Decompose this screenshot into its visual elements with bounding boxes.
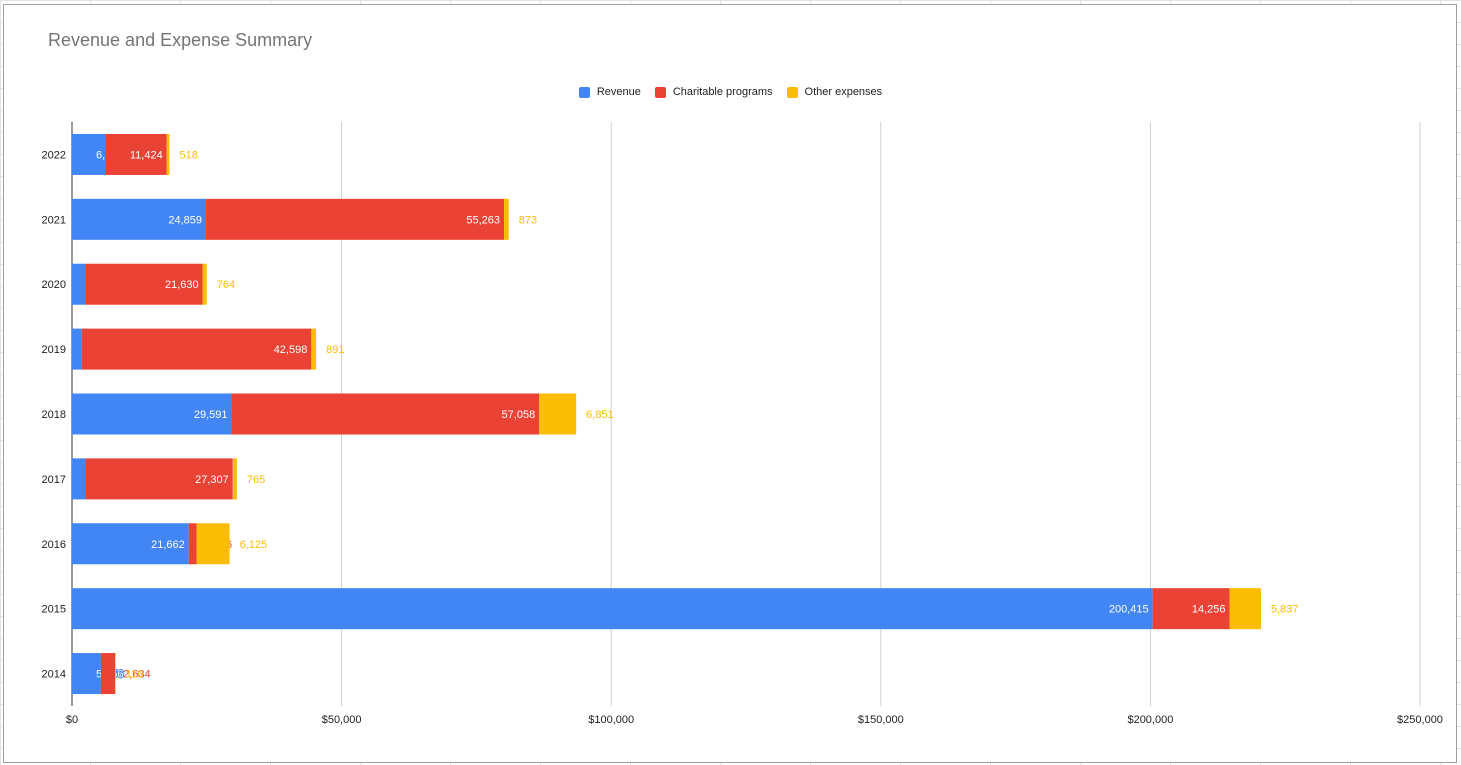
legend-item-revenue[interactable]: Revenue [578,86,641,98]
bar-charitable-programs[interactable] [85,458,233,500]
legend-item-other-expenses[interactable]: Other expenses [786,86,883,98]
bar-charitable-programs[interactable] [231,393,540,435]
bar-charitable-programs[interactable] [81,328,312,370]
bar-revenue[interactable] [72,328,82,370]
bar-other-expenses[interactable] [311,328,317,370]
y-category-label: 2016 [42,539,66,551]
bar-revenue[interactable] [72,133,106,175]
bar-revenue[interactable] [72,588,1153,630]
legend-item-charitable-programs[interactable]: Charitable programs [654,86,773,98]
bar-revenue[interactable] [72,198,207,240]
legend-swatch-revenue [578,86,590,98]
bar-revenue[interactable] [72,523,189,565]
bar-charitable-programs[interactable] [206,198,505,240]
data-label-revenue: 200,415 [1109,604,1149,616]
y-category-label: 2021 [42,214,66,226]
bar-other-expenses[interactable] [166,133,170,175]
bar-other-expenses[interactable] [202,263,207,305]
y-category-label: 2015 [42,604,66,616]
bar-revenue[interactable] [72,653,101,695]
y-category-label: 2014 [42,669,66,681]
data-label-other-expenses: 6,851 [586,409,614,421]
bar-charitable-programs[interactable] [100,653,116,695]
x-tick-label: $150,000 [858,714,904,726]
legend-label-charitable-programs: Charitable programs [672,86,773,98]
bar-charitable-programs[interactable] [1152,588,1230,630]
bar-other-expenses[interactable] [1229,588,1261,630]
bar-revenue[interactable] [72,393,232,435]
x-tick-label: $50,000 [322,714,362,726]
bar-revenue[interactable] [72,263,87,305]
bar-other-expenses[interactable] [232,458,237,500]
legend-swatch-charitable-programs [654,86,666,98]
data-label-other-expenses: 873 [519,214,537,226]
data-label-other-expenses: 764 [217,279,235,291]
bar-charitable-programs[interactable] [86,263,203,305]
data-label-charitable-programs: 57,058 [502,409,536,421]
data-label-other-expenses: 765 [247,474,265,486]
bar-revenue[interactable] [72,458,86,500]
data-label-other-expenses: 891 [326,344,344,356]
bar-other-expenses[interactable] [504,198,509,240]
y-category-label: 2019 [42,344,66,356]
chart-title: Revenue and Expense Summary [48,30,313,50]
data-label-other-expenses: 5,837 [1271,604,1299,616]
data-label-revenue: 29,591 [194,409,228,421]
data-label-charitable-programs: 42,598 [274,344,308,356]
y-category-label: 2017 [42,474,66,486]
data-label-revenue: 24,859 [168,214,202,226]
chart-legend: Revenue Charitable programs Other expens… [0,84,1461,100]
bar-charitable-programs[interactable] [105,133,167,175]
data-label-charitable-programs: 11,424 [130,149,163,161]
bar-charitable-programs[interactable] [188,523,197,565]
data-label-other-expenses: 6,125 [240,539,268,551]
legend-label-revenue: Revenue [596,86,641,98]
data-label-other-expenses: 116 [126,669,144,681]
data-label-charitable-programs: 27,307 [195,474,229,486]
y-category-label: 2020 [42,279,66,291]
legend-label-other-expenses: Other expenses [804,86,883,98]
chart-container[interactable] [3,4,1457,763]
y-category-label: 2022 [42,149,66,161]
legend-swatch-other-expenses [786,86,798,98]
bar-other-expenses[interactable] [539,393,577,435]
x-tick-label: $250,000 [1397,714,1443,726]
data-label-charitable-programs: 14,256 [1192,604,1226,616]
data-label-charitable-programs: 21,630 [165,279,199,291]
x-tick-label: $0 [66,714,78,726]
data-label-other-expenses: 518 [179,149,197,161]
x-tick-label: $200,000 [1127,714,1173,726]
bar-other-expenses[interactable] [115,653,116,695]
y-category-label: 2018 [42,409,66,421]
data-label-revenue: 21,662 [151,539,185,551]
x-tick-label: $100,000 [588,714,634,726]
data-label-charitable-programs: 2,634 [123,669,151,681]
data-label-charitable-programs: 55,263 [466,214,500,226]
bar-other-expenses[interactable] [196,523,230,565]
